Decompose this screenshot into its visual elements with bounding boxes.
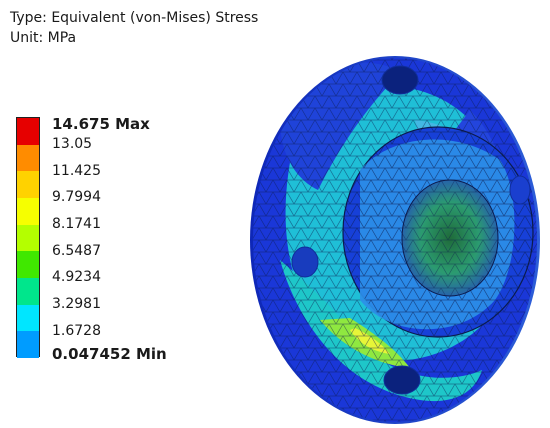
- bolt-hole-left: [291, 246, 319, 278]
- stress-legend: 14.675 Max 13.05 11.425 9.7994 8.1741 6.…: [10, 115, 180, 363]
- bolt-hole-bottom: [383, 365, 421, 395]
- legend-label-5: 8.1741: [52, 216, 101, 232]
- legend-swatch-1: [17, 118, 39, 145]
- legend-label-7: 4.9234: [52, 269, 101, 285]
- bore-mesh: [402, 180, 498, 296]
- legend-label-9: 1.6728: [52, 323, 101, 339]
- legend-swatch-3: [17, 171, 39, 198]
- legend-swatch-5: [17, 224, 39, 252]
- legend-label-max: 14.675 Max: [52, 115, 150, 133]
- hub: [342, 126, 534, 338]
- legend-color-bar: [16, 117, 40, 358]
- bolt-hole-top: [381, 65, 419, 95]
- legend-label-2: 13.05: [52, 136, 93, 152]
- legend-swatch-7: [17, 278, 39, 305]
- result-unit-label: Unit: MPa: [10, 30, 77, 46]
- flange-body: [250, 56, 540, 424]
- legend-swatch-9: [17, 331, 39, 358]
- legend-label-3: 11.425: [52, 163, 101, 179]
- bolt-hole-right: [509, 175, 531, 205]
- legend-label-min: 0.047452 Min: [52, 345, 167, 363]
- result-type-label: Type: Equivalent (von-Mises) Stress: [10, 10, 259, 26]
- legend-label-6: 6.5487: [52, 243, 101, 259]
- legend-swatch-4: [17, 198, 39, 225]
- legend-label-4: 9.7994: [52, 189, 101, 205]
- bolt-holes: [291, 65, 531, 395]
- result-header: Type: Equivalent (von-Mises) Stress Unit…: [10, 8, 258, 48]
- legend-swatch-8: [17, 304, 39, 332]
- legend-swatch-2: [17, 144, 39, 172]
- legend-swatch-6: [17, 251, 39, 278]
- legend-label-8: 3.2981: [52, 296, 101, 312]
